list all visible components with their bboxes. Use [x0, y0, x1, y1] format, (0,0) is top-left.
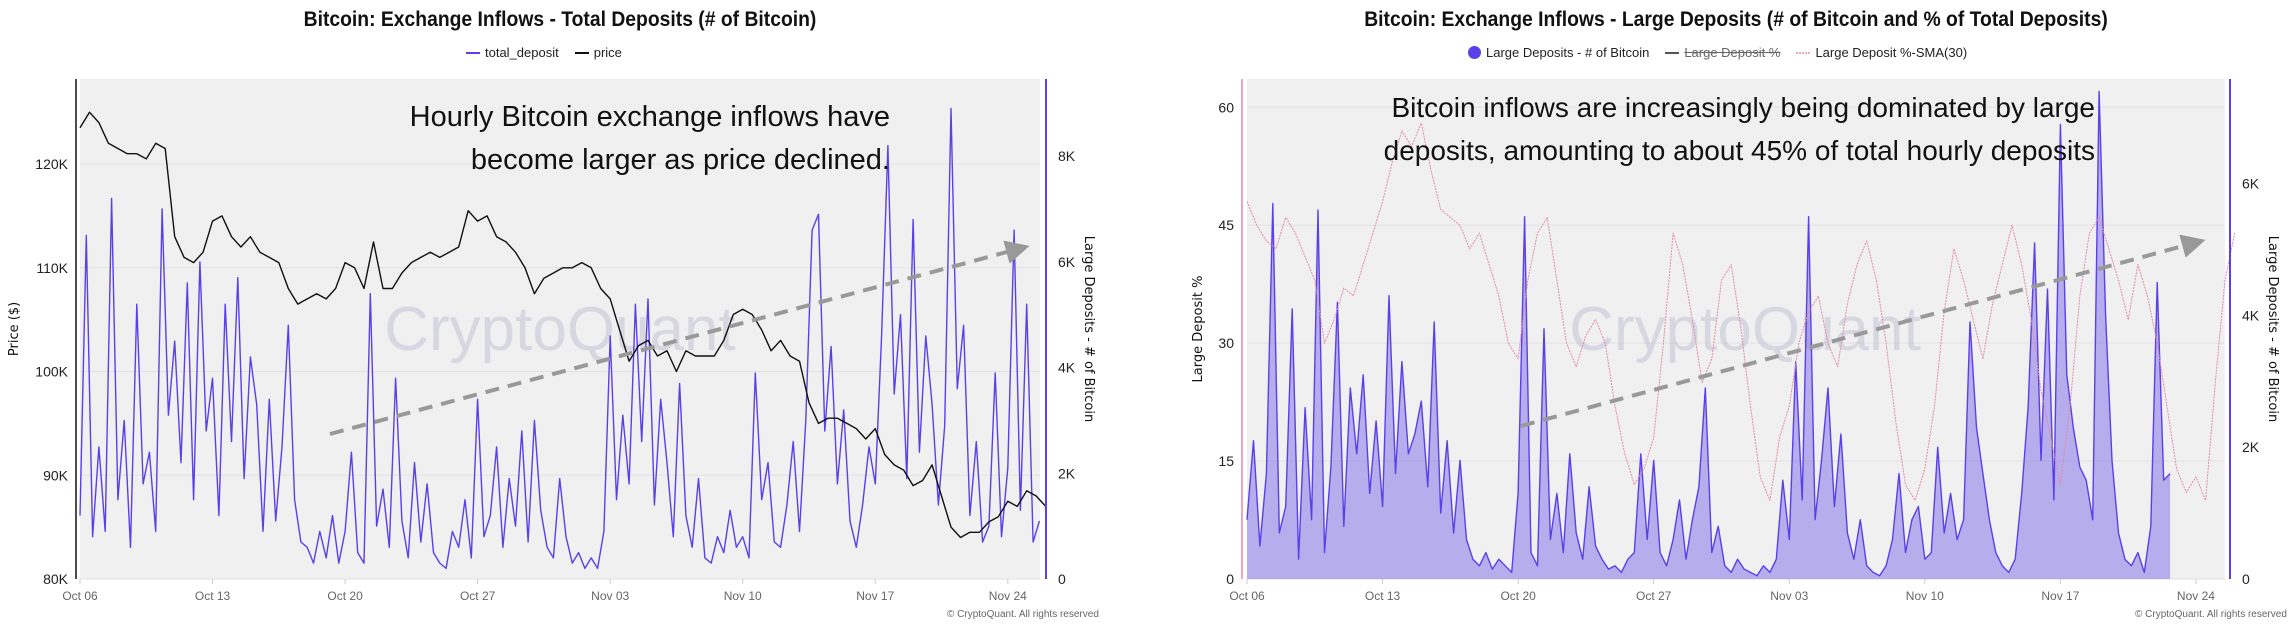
chart-title-total-deposits: Bitcoin: Exchange Inflows - Total Deposi… — [303, 8, 817, 31]
y-left-tick-label: 60 — [1218, 99, 1234, 115]
copyright-footer: © CryptoQuant. All rights reserved — [947, 609, 1099, 620]
y-right-tick-label: 8K — [1058, 148, 1076, 164]
annotation-line: Hourly Bitcoin exchange inflows have — [409, 101, 890, 133]
x-tick-label: Nov 10 — [724, 589, 762, 603]
y-left-axis-title: Large Deposit % — [1191, 276, 1206, 383]
x-tick-label: Oct 06 — [1229, 589, 1265, 603]
y-right-tick-label: 2K — [1058, 465, 1076, 481]
y-right-axis-title: Large Deposits - # of Bitcoin — [1081, 236, 1096, 422]
annotation-line: Bitcoin inflows are increasingly being d… — [1391, 92, 2096, 123]
line-swatch-icon — [1665, 51, 1680, 54]
line-swatch-icon — [466, 51, 480, 54]
legend-label: total_deposit — [485, 45, 559, 60]
x-tick-label: Oct 06 — [62, 589, 98, 603]
legend-label: price — [593, 45, 622, 60]
watermark-logo: CryptoQuant — [1569, 295, 1921, 364]
y-right-tick-label: 0 — [1058, 571, 1066, 587]
x-tick-label: Nov 24 — [2177, 589, 2215, 603]
dashed-swatch-icon — [1796, 51, 1811, 54]
x-tick-label: Nov 24 — [989, 589, 1027, 603]
chart-2: 0 15 30 45 60 0 2K 4K 6K Oct 06 Oct 13 Oct 20 Oct 27… — [1191, 79, 2280, 603]
legend-label-hidden-series: Large Deposit % — [1684, 45, 1781, 60]
trend-arrow — [329, 240, 1030, 436]
legend-item-total-deposit[interactable]: total_deposit — [466, 45, 559, 60]
annotation-total-deposits: Hourly Bitcoin exchange inflows have bec… — [410, 96, 890, 182]
y-right-axis-title: Large Deposits - # of Bitcoin — [2265, 236, 2280, 422]
legend-large-deposits: Large Deposits - # of Bitcoin Large Depo… — [1468, 45, 1967, 60]
series-large-deposit-sma-30-line — [1246, 122, 2236, 501]
chart-title-large-deposits: Bitcoin: Exchange Inflows - Large Deposi… — [1364, 8, 2108, 31]
legend-item-large-deposit-pct[interactable]: Large Deposit % — [1665, 45, 1780, 60]
y-left-tick-label: 100K — [35, 364, 68, 380]
x-tick-label: Oct 27 — [460, 589, 496, 603]
watermark-logo: CryptoQuant — [384, 295, 736, 364]
x-tick-label: Nov 03 — [1770, 589, 1808, 603]
y-left-tick-label: 120K — [35, 156, 68, 172]
dot-swatch-icon — [1468, 46, 1481, 59]
copyright-footer: © CryptoQuant. All rights reserved — [2135, 609, 2287, 620]
y-left-axis-title: Price ($) — [7, 302, 22, 356]
x-tick-label: Nov 03 — [591, 589, 629, 603]
x-tick-label: Oct 13 — [1365, 589, 1401, 603]
y-left-tick-label: 30 — [1218, 335, 1234, 351]
y-right-tick-label: 6K — [1058, 254, 1076, 270]
legend-item-sma30[interactable]: Large Deposit %-SMA(30) — [1796, 45, 1967, 60]
annotation-line: become larger as price declined. — [470, 144, 890, 176]
y-right-tick-label: 4K — [2242, 307, 2260, 323]
x-tick-label: Oct 20 — [1500, 589, 1536, 603]
y-right-tick-label: 6K — [2242, 176, 2260, 192]
y-right-tick-label: 4K — [1058, 360, 1076, 376]
series-large-deposits-of-bitcoin-line — [1246, 90, 2171, 577]
trend-arrow — [1520, 234, 2206, 428]
x-tick-label: Oct 20 — [327, 589, 363, 603]
series-price-line — [79, 111, 1047, 539]
annotation-line: deposits, amounting to about 45% of tota… — [1383, 135, 2095, 166]
y-right-tick-label: 0 — [2242, 571, 2250, 587]
y-left-tick-label: 80K — [43, 571, 69, 587]
x-tick-label: Nov 10 — [1906, 589, 1944, 603]
y-right-tick-label: 2K — [2242, 439, 2260, 455]
legend-total-deposits: total_deposit price — [466, 45, 622, 60]
line-swatch-icon — [574, 51, 589, 54]
legend-label: Large Deposits - # of Bitcoin — [1486, 45, 1650, 60]
x-tick-label: Nov 17 — [2041, 589, 2079, 603]
y-left-tick-label: 15 — [1218, 453, 1234, 469]
annotation-large-deposits: Bitcoin inflows are increasingly being d… — [1384, 86, 2095, 172]
x-tick-label: Nov 17 — [856, 589, 894, 603]
y-left-tick-label: 110K — [36, 260, 68, 276]
x-tick-label: Oct 27 — [1636, 589, 1672, 603]
series-total-deposit-line — [79, 107, 1041, 570]
chart-1: 80K 90K 100K 110K 120K 0 2K 4K 6K 8K Oct 06 Oct 13 O… — [7, 79, 1096, 603]
y-left-tick-label: 45 — [1218, 217, 1234, 233]
x-tick-label: Oct 13 — [195, 589, 231, 603]
legend-item-large-deposits-btc[interactable]: Large Deposits - # of Bitcoin — [1468, 45, 1649, 60]
y-left-tick-label: 0 — [1226, 571, 1234, 587]
y-left-tick-label: 90K — [43, 467, 69, 483]
legend-label: Large Deposit %-SMA(30) — [1815, 45, 1968, 60]
legend-item-price[interactable]: price — [574, 45, 622, 60]
